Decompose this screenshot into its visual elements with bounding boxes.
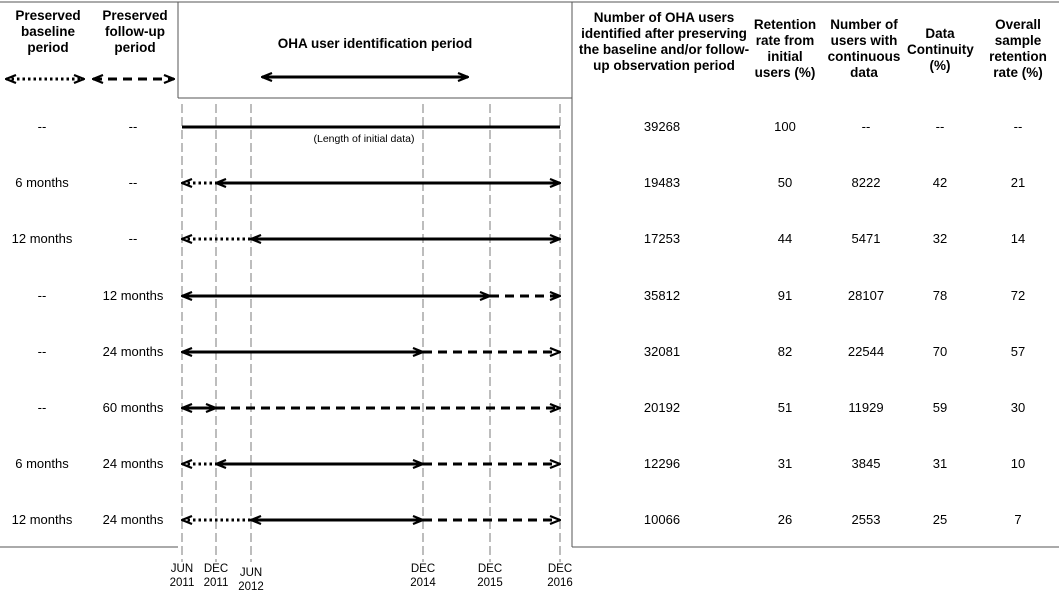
baseline-cell: 6 months (15, 456, 69, 471)
baseline-cell: 6 months (15, 175, 69, 190)
continuous-users-cell: 3845 (851, 456, 881, 471)
retention-cell: 82 (777, 344, 793, 359)
header-preserved-followup: Preserved follow-up period (102, 8, 168, 55)
users-cell: 10066 (643, 512, 681, 527)
timeline-tick-label: DEC 2015 (477, 562, 503, 590)
followup-cell: 24 months (102, 344, 164, 359)
tick-year: 2016 (547, 577, 573, 589)
tick-year: 2015 (477, 577, 503, 589)
tick-month: DEC (547, 563, 573, 575)
retention-cell: 100 (774, 119, 796, 134)
continuity-cell: 32 (932, 231, 948, 246)
followup-cell: 12 months (102, 288, 164, 303)
tick-month: DEC (410, 563, 436, 575)
continuity-cell: 78 (932, 288, 948, 303)
continuity-cell: 59 (932, 400, 948, 415)
continuous-users-cell: 5471 (851, 231, 881, 246)
users-cell: 12296 (643, 456, 681, 471)
followup-cell: 60 months (102, 400, 164, 415)
retention-cell: 26 (777, 512, 793, 527)
retention-cell: 44 (777, 231, 793, 246)
overall-retention-cell: 10 (1010, 456, 1026, 471)
header-preserved-baseline: Preserved baseline period (15, 8, 81, 55)
initial-data-caption: (Length of initial data) (313, 133, 415, 145)
tick-month: DEC (477, 563, 503, 575)
retention-cell: 51 (777, 400, 793, 415)
users-cell: 32081 (643, 344, 681, 359)
overall-retention-cell: 30 (1010, 400, 1026, 415)
timeline-tick-label: DEC 2016 (547, 562, 573, 590)
timeline-tick-label: JUN 2012 (238, 566, 264, 594)
continuous-users-cell: 2553 (851, 512, 881, 527)
baseline-cell: -- (37, 119, 47, 134)
header-number-of-users: Number of OHA users identified after pre… (578, 10, 750, 73)
retention-cell: 50 (777, 175, 793, 190)
header-overall-retention: Overall sample retention rate (%) (989, 17, 1047, 80)
header-data-continuity: Data Continuity (%) (907, 26, 974, 73)
baseline-cell: 12 months (11, 231, 73, 246)
followup-cell: -- (128, 175, 138, 190)
timeline-tick-label: DEC 2014 (410, 562, 436, 590)
header-identification-period: OHA user identification period (277, 36, 473, 51)
overall-retention-cell: -- (1013, 119, 1023, 134)
users-cell: 20192 (643, 400, 681, 415)
tick-year: 2012 (238, 581, 264, 593)
followup-cell: -- (128, 119, 138, 134)
header-continuous-data: Number of users with continuous data (827, 17, 901, 80)
timeline-tick-label: JUN 2011 (170, 562, 195, 590)
continuity-cell: 31 (932, 456, 948, 471)
overall-retention-cell: 7 (1014, 512, 1022, 527)
overall-retention-cell: 14 (1010, 231, 1026, 246)
baseline-cell: -- (37, 288, 47, 303)
continuous-users-cell: 22544 (847, 344, 885, 359)
overall-retention-cell: 57 (1010, 344, 1026, 359)
overall-retention-cell: 21 (1010, 175, 1026, 190)
users-cell: 19483 (643, 175, 681, 190)
continuous-users-cell: 11929 (848, 400, 884, 415)
continuity-cell: 42 (932, 175, 948, 190)
baseline-cell: -- (37, 400, 47, 415)
tick-year: 2011 (169, 577, 195, 589)
users-cell: 39268 (643, 119, 681, 134)
continuous-users-cell: 28107 (847, 288, 885, 303)
users-cell: 35812 (643, 288, 681, 303)
baseline-cell: -- (37, 344, 47, 359)
header-retention-rate: Retention rate from initial users (%) (753, 17, 817, 80)
continuity-cell: 70 (932, 344, 948, 359)
followup-cell: -- (128, 231, 138, 246)
followup-cell: 24 months (102, 512, 164, 527)
tick-month: JUN (239, 567, 263, 579)
overall-retention-cell: 72 (1010, 288, 1026, 303)
tick-month: DEC (203, 563, 229, 575)
timeline-tick-label: DEC 2011 (204, 562, 229, 590)
continuous-users-cell: -- (861, 119, 871, 134)
continuous-users-cell: 8222 (851, 175, 881, 190)
followup-cell: 24 months (102, 456, 164, 471)
users-cell: 17253 (643, 231, 681, 246)
tick-month: JUN (170, 563, 194, 575)
retention-cell: 31 (777, 456, 793, 471)
tick-year: 2011 (203, 577, 229, 589)
baseline-cell: 12 months (11, 512, 73, 527)
continuity-cell: 25 (932, 512, 948, 527)
tick-year: 2014 (410, 577, 436, 589)
continuity-cell: -- (935, 119, 945, 134)
retention-cell: 91 (777, 288, 793, 303)
